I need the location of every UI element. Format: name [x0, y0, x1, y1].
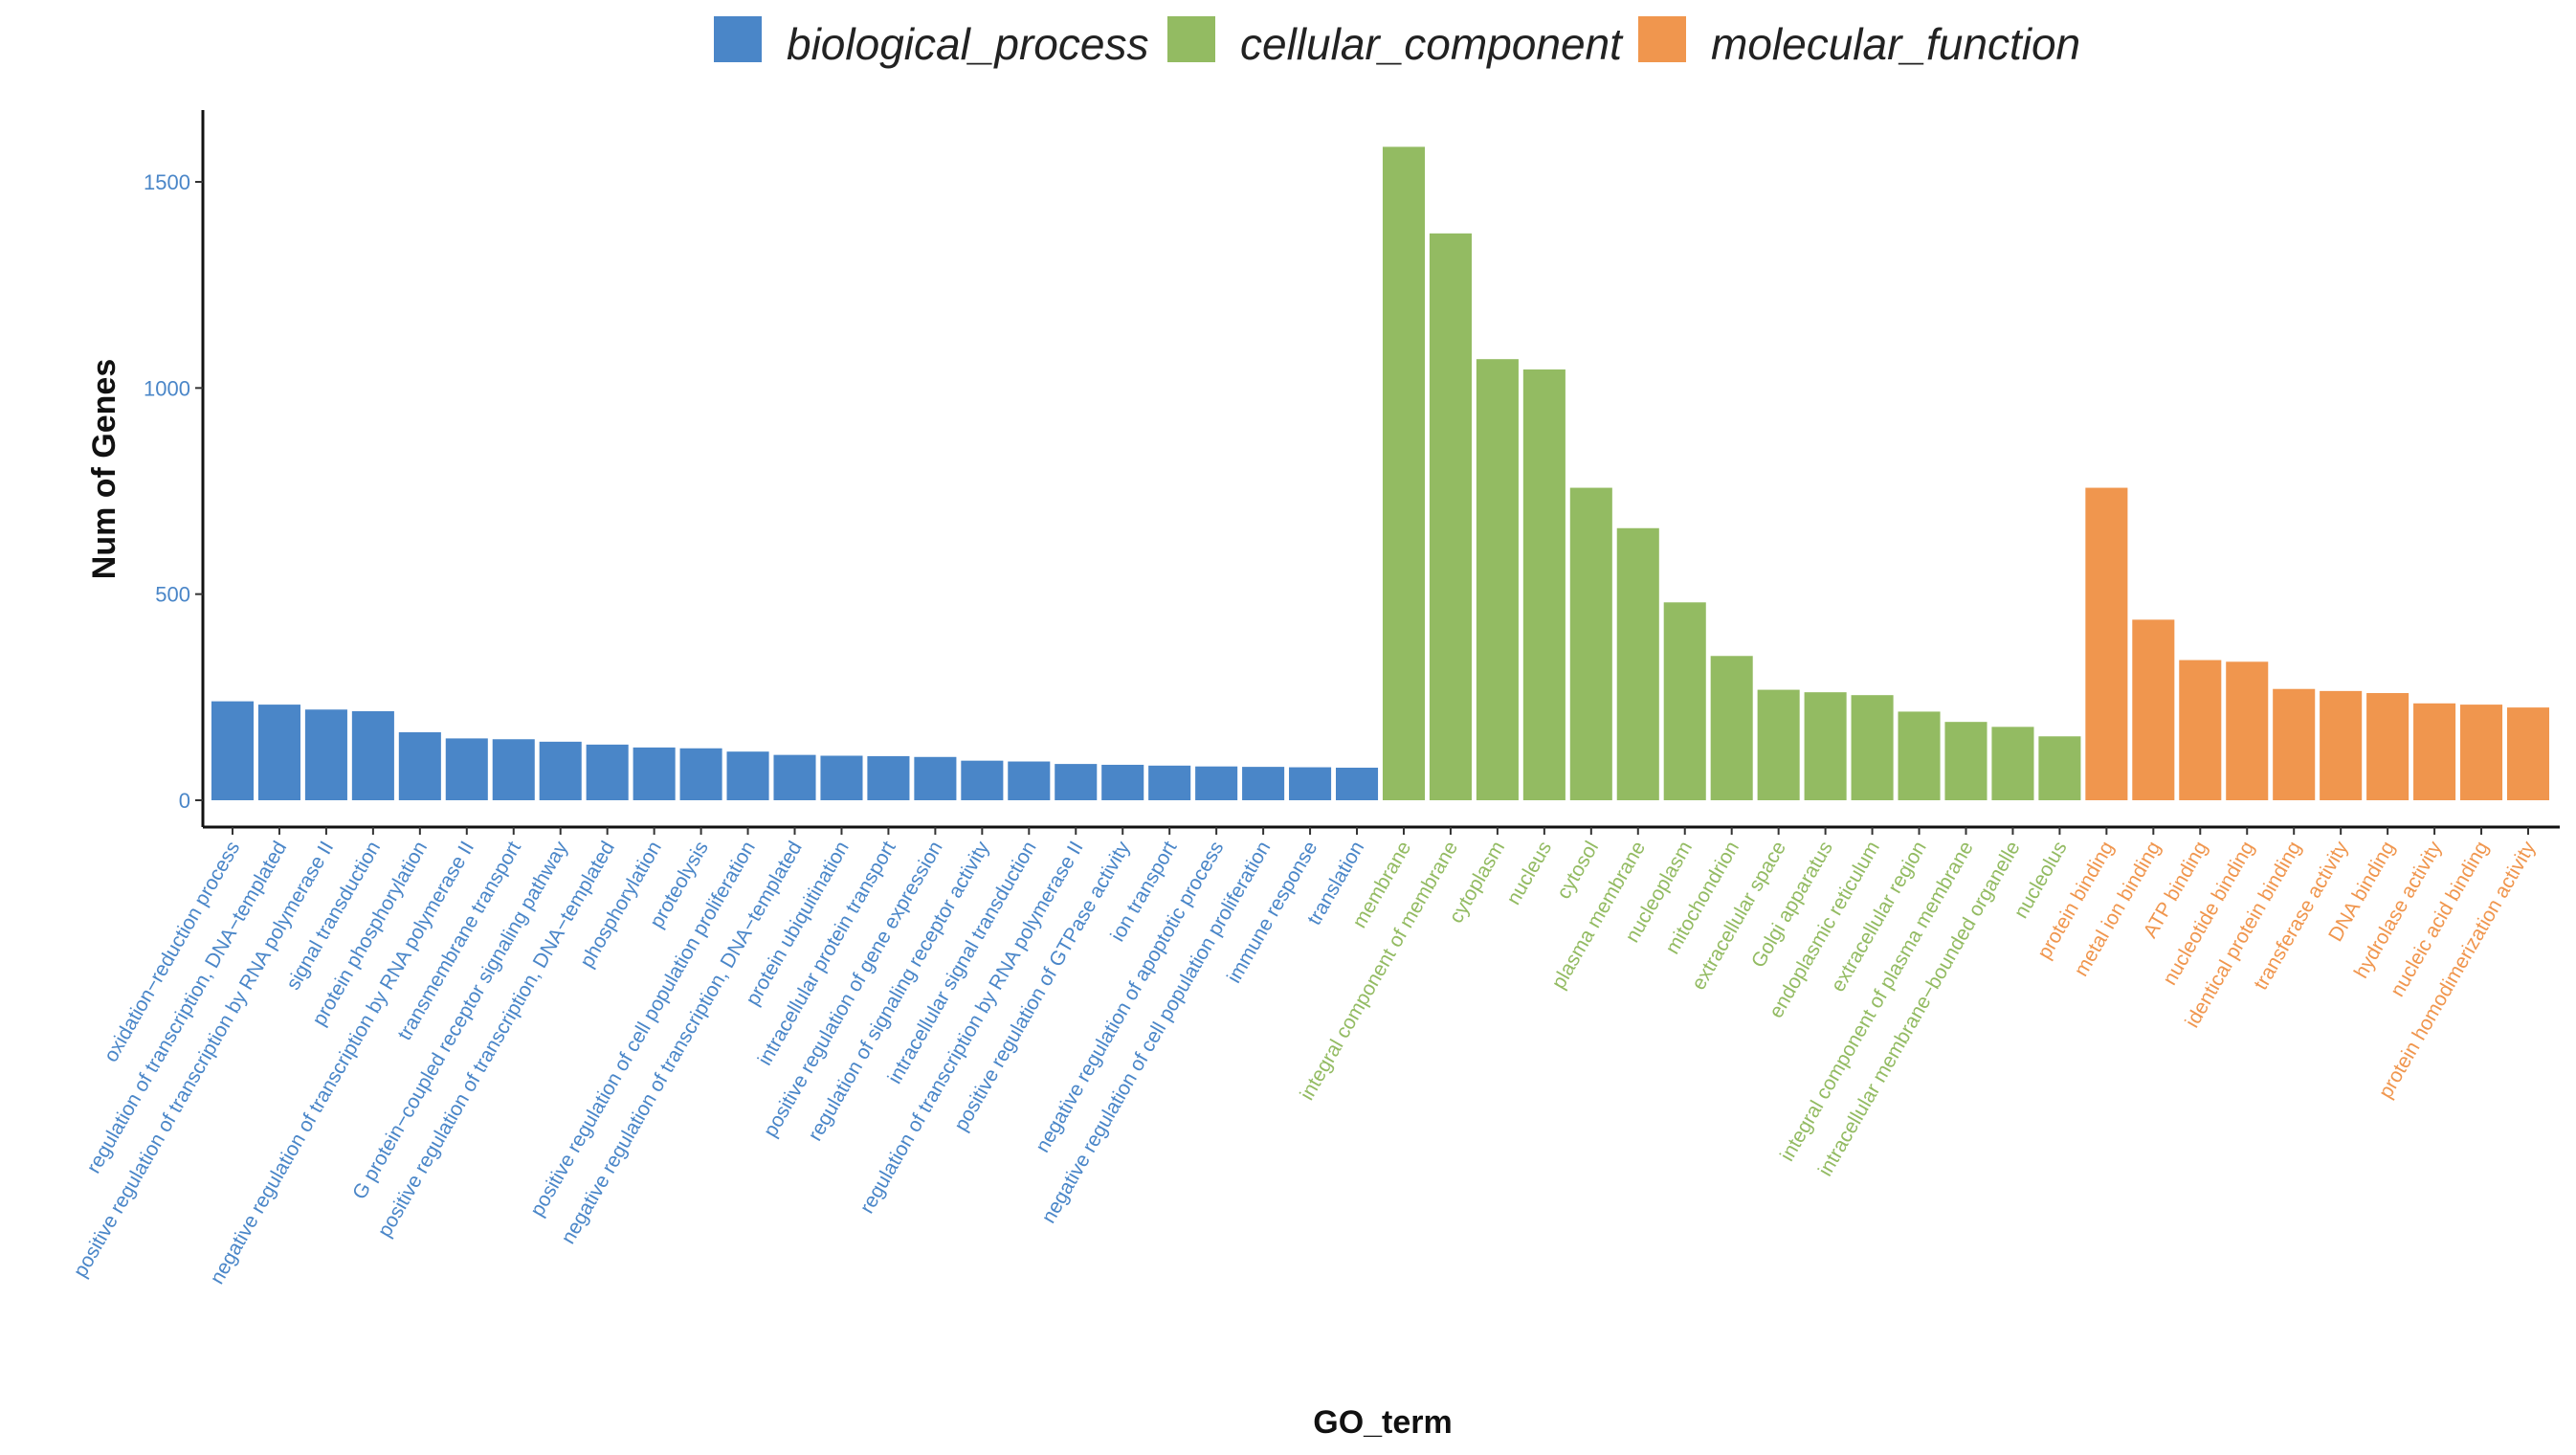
bar-biological_process-17: [1008, 761, 1051, 800]
legend-swatch-biological_process: [714, 16, 762, 62]
bar-biological_process-5: [445, 738, 488, 800]
bar-cellular_component-39: [2038, 736, 2081, 800]
bar-molecular_function-40: [2085, 487, 2128, 800]
bar-cellular_component-38: [1991, 727, 2034, 800]
bar-cellular_component-34: [1804, 692, 1847, 800]
bar-biological_process-22: [1242, 767, 1285, 800]
x-axis-title: GO_term: [1313, 1404, 1453, 1441]
bar-biological_process-6: [492, 739, 535, 800]
bar-cellular_component-36: [1898, 711, 1941, 800]
y-tick-label: 1000: [144, 376, 190, 400]
bar-biological_process-3: [351, 710, 394, 800]
bar-cellular_component-31: [1663, 602, 1706, 800]
y-tick-label: 0: [179, 789, 190, 813]
bar-biological_process-2: [304, 709, 347, 800]
category-label: nucleus: [1502, 838, 1556, 908]
bar-cellular_component-32: [1710, 656, 1753, 800]
legend-swatch-cellular_component: [1167, 16, 1215, 62]
bar-biological_process-9: [633, 747, 676, 800]
bar-cellular_component-30: [1616, 527, 1659, 800]
bar-biological_process-23: [1289, 767, 1332, 800]
category-label: cytosol: [1553, 838, 1604, 903]
bar-biological_process-15: [914, 756, 957, 800]
legend-label-biological_process: biological_process: [787, 19, 1148, 69]
bar-cellular_component-35: [1851, 695, 1894, 800]
bar-molecular_function-45: [2320, 690, 2363, 800]
axes-group: 0 500 1000 1500: [144, 110, 2560, 835]
bar-cellular_component-27: [1476, 359, 1519, 800]
legend-label-molecular_function: molecular_function: [1711, 19, 2080, 69]
bar-cellular_component-33: [1757, 689, 1800, 800]
bar-biological_process-14: [867, 755, 910, 800]
y-tick-label: 500: [155, 583, 190, 607]
bar-biological_process-24: [1335, 767, 1379, 800]
bar-biological_process-10: [679, 748, 722, 800]
legend-label-cellular_component: cellular_component: [1240, 19, 1624, 69]
bar-cellular_component-25: [1382, 146, 1426, 800]
y-tick-label: 1500: [144, 170, 190, 194]
legend-swatch-molecular_function: [1638, 16, 1686, 62]
bar-molecular_function-46: [2366, 693, 2409, 800]
category-label: regulation of transcription, DNA−templat…: [82, 838, 291, 1177]
bar-molecular_function-49: [2506, 707, 2550, 800]
legend: biological_process cellular_component mole…: [714, 16, 2080, 69]
bar-molecular_function-44: [2273, 688, 2316, 800]
bars-group: [211, 146, 2550, 800]
bar-molecular_function-48: [2460, 705, 2503, 800]
bar-biological_process-4: [398, 731, 441, 800]
bar-biological_process-20: [1148, 765, 1191, 800]
bar-biological_process-7: [539, 741, 582, 800]
bar-biological_process-13: [820, 755, 863, 800]
category-label: positive regulation of cell population p…: [526, 838, 760, 1220]
category-label: negative regulation of cell population p…: [1037, 838, 1275, 1227]
bar-cellular_component-26: [1429, 233, 1472, 800]
bar-biological_process-0: [211, 701, 255, 800]
bar-biological_process-16: [961, 760, 1004, 800]
bar-biological_process-18: [1055, 764, 1098, 800]
bar-molecular_function-43: [2226, 661, 2269, 800]
y-axis-title: Num of Genes: [86, 359, 122, 579]
bar-biological_process-19: [1101, 764, 1144, 800]
bar-biological_process-1: [257, 705, 300, 800]
bar-cellular_component-28: [1522, 369, 1566, 800]
bar-cellular_component-29: [1569, 487, 1612, 800]
bar-biological_process-8: [586, 744, 629, 800]
bar-biological_process-12: [773, 754, 816, 800]
bar-cellular_component-37: [1944, 722, 1988, 800]
bar-molecular_function-47: [2413, 703, 2456, 800]
bar-molecular_function-42: [2179, 660, 2222, 800]
bar-biological_process-11: [726, 751, 769, 800]
bar-biological_process-21: [1195, 766, 1238, 800]
bar-molecular_function-41: [2132, 619, 2175, 800]
